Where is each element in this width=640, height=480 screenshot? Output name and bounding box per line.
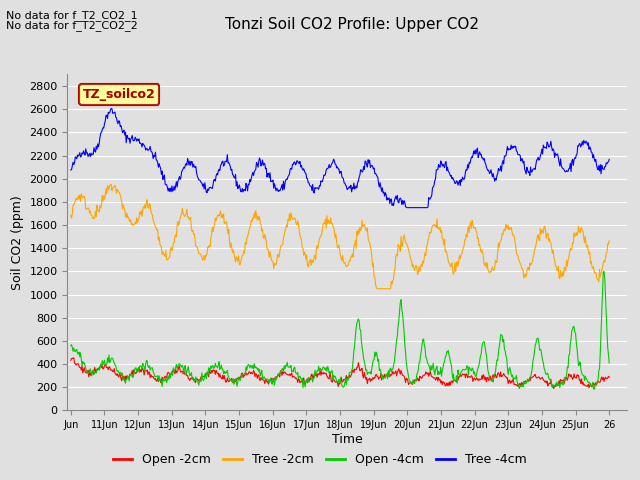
- Y-axis label: Soil CO2 (ppm): Soil CO2 (ppm): [11, 195, 24, 290]
- Legend: TZ_soilco2: TZ_soilco2: [79, 84, 159, 105]
- Text: No data for f_T2_CO2_1: No data for f_T2_CO2_1: [6, 10, 138, 21]
- Text: No data for f_T2_CO2_2: No data for f_T2_CO2_2: [6, 20, 138, 31]
- Text: Tonzi Soil CO2 Profile: Upper CO2: Tonzi Soil CO2 Profile: Upper CO2: [225, 17, 479, 32]
- Legend: Open -2cm, Tree -2cm, Open -4cm, Tree -4cm: Open -2cm, Tree -2cm, Open -4cm, Tree -4…: [108, 448, 532, 471]
- X-axis label: Time: Time: [332, 433, 363, 446]
